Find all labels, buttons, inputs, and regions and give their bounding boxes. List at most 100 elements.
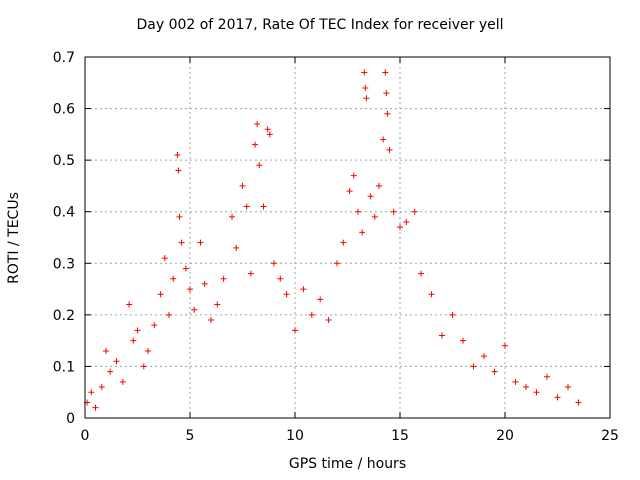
data-point — [88, 389, 95, 396]
grid-lines — [85, 57, 610, 418]
data-point — [340, 239, 347, 246]
data-point — [201, 280, 208, 287]
y-tick-label: 0.2 — [53, 308, 75, 324]
x-tick-label: 20 — [496, 428, 514, 444]
y-tick-label: 0 — [66, 411, 75, 427]
data-point — [197, 239, 204, 246]
data-point — [470, 363, 477, 370]
y-tick-label: 0.6 — [53, 102, 75, 118]
data-point — [544, 373, 550, 380]
data-point — [355, 208, 361, 215]
data-point — [491, 368, 498, 375]
data-point — [481, 353, 487, 360]
data-point — [260, 203, 267, 210]
data-point — [182, 265, 189, 272]
data-point — [411, 208, 418, 215]
data-point — [382, 69, 389, 76]
data-point — [174, 151, 181, 158]
data-point — [157, 291, 164, 298]
data-point — [208, 317, 214, 324]
x-tick-label: 15 — [391, 428, 409, 444]
data-point — [292, 327, 298, 334]
data-point — [103, 347, 109, 354]
data-point — [361, 69, 368, 76]
data-point — [277, 275, 284, 282]
data-point — [523, 384, 529, 391]
data-point — [386, 146, 393, 153]
data-point — [187, 286, 193, 293]
x-tick-label: 0 — [81, 428, 90, 444]
data-point — [418, 270, 424, 277]
data-point — [151, 322, 158, 329]
data-point — [170, 275, 177, 282]
x-tick-label: 10 — [286, 428, 304, 444]
data-point — [92, 404, 99, 411]
axis-ticks: 0 5 10 15 20 25 0 0.1 0.2 0.3 0.4 0.5 0.6 0.7 — [53, 50, 619, 444]
data-point — [460, 337, 466, 344]
data-point — [325, 317, 332, 324]
data-point — [334, 260, 340, 267]
data-point — [300, 286, 307, 293]
data-point — [119, 378, 126, 385]
data-point — [229, 213, 235, 220]
data-point — [256, 162, 263, 169]
data-point — [565, 384, 571, 391]
data-point — [176, 213, 183, 220]
data-point — [283, 291, 290, 298]
data-point — [145, 347, 151, 354]
data-point — [350, 172, 357, 179]
data-point — [239, 182, 246, 189]
data-point — [178, 239, 185, 246]
data-point — [376, 182, 382, 189]
data-point — [533, 389, 540, 396]
data-point — [346, 188, 353, 195]
data-point — [243, 203, 250, 210]
data-point — [317, 296, 324, 303]
data-point — [439, 332, 445, 339]
data-point — [220, 275, 227, 282]
data-point — [271, 260, 277, 267]
data-point — [254, 121, 261, 128]
data-point — [247, 270, 254, 277]
data-point — [449, 311, 456, 318]
x-tick-label: 25 — [601, 428, 619, 444]
data-point — [191, 306, 198, 313]
chart-title: Day 002 of 2017, Rate Of TEC Index for r… — [136, 17, 504, 33]
data-point — [380, 136, 387, 143]
data-point — [512, 378, 519, 385]
data-point — [134, 327, 141, 334]
y-tick-label: 0.4 — [53, 205, 75, 221]
x-tick-label: 5 — [186, 428, 195, 444]
data-point — [166, 311, 172, 318]
plot-frame — [84, 56, 611, 419]
data-point — [264, 126, 271, 133]
data-point — [233, 244, 240, 251]
x-axis-label: GPS time / hours — [288, 456, 407, 472]
data-point — [130, 337, 137, 344]
data-point — [107, 368, 114, 375]
data-point — [428, 291, 435, 298]
data-point — [363, 95, 370, 102]
data-point — [575, 399, 582, 406]
data-point — [113, 358, 120, 365]
data-point — [214, 301, 221, 308]
data-point — [390, 208, 397, 215]
data-point — [308, 311, 315, 318]
data-point — [98, 384, 105, 391]
y-tick-label: 0.5 — [53, 153, 75, 169]
y-tick-label: 0.3 — [53, 256, 75, 272]
data-point — [175, 167, 182, 174]
data-point — [266, 131, 273, 138]
data-point — [403, 219, 410, 226]
y-tick-label: 0.7 — [53, 50, 75, 66]
data-point — [502, 342, 508, 349]
data-point — [554, 394, 561, 401]
data-point — [367, 193, 374, 200]
data-point — [140, 363, 147, 370]
data-point — [383, 90, 390, 97]
y-tick-label: 0.1 — [53, 359, 75, 375]
data-point — [126, 301, 133, 308]
data-point — [397, 224, 403, 231]
data-point — [371, 213, 378, 220]
